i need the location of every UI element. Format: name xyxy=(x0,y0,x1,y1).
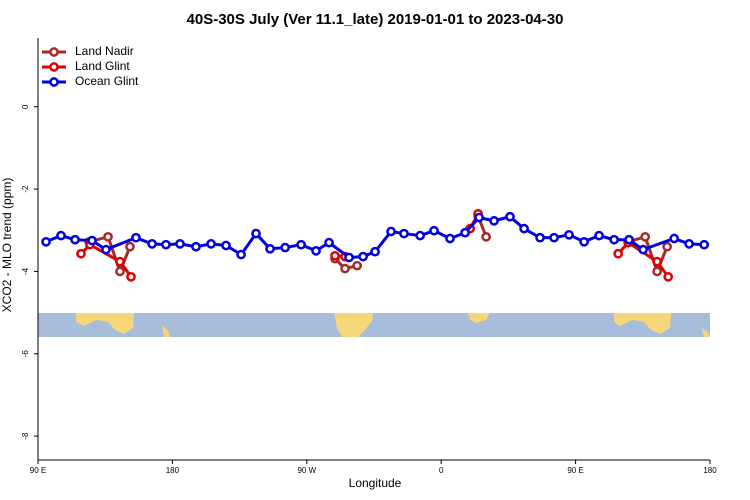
point xyxy=(87,235,97,246)
point xyxy=(236,249,246,260)
point xyxy=(126,271,136,282)
point xyxy=(549,232,559,243)
point xyxy=(519,223,529,234)
point xyxy=(684,239,694,249)
point xyxy=(115,256,125,267)
point xyxy=(662,241,672,252)
point xyxy=(564,229,574,240)
legend-label: Land Glint xyxy=(75,59,130,73)
point xyxy=(505,211,515,222)
point xyxy=(579,236,589,247)
point xyxy=(344,252,354,263)
point xyxy=(206,239,216,249)
point xyxy=(699,239,710,250)
point xyxy=(652,256,662,267)
legend-label: Land Nadir xyxy=(75,44,134,58)
point xyxy=(474,212,484,223)
y-tick-label: -2 xyxy=(21,185,30,193)
x-tick-label: 90 E xyxy=(567,466,583,475)
point xyxy=(445,233,455,244)
legend-marker xyxy=(49,47,59,57)
point xyxy=(613,248,624,259)
legend-marker xyxy=(49,62,59,72)
x-tick-label: 0 xyxy=(439,466,444,475)
point xyxy=(535,232,545,243)
point xyxy=(161,239,171,250)
x-tick-label: 180 xyxy=(166,466,180,475)
point xyxy=(460,227,470,238)
point xyxy=(489,215,499,226)
y-axis-label: XCO2 - MLO trend (ppm) xyxy=(0,178,14,313)
point xyxy=(147,239,157,249)
y-tick-label: -6 xyxy=(21,350,30,358)
point xyxy=(594,230,604,241)
point xyxy=(125,241,135,252)
point xyxy=(175,239,185,249)
point xyxy=(221,240,231,251)
point xyxy=(609,234,619,245)
point xyxy=(415,230,425,241)
series-line xyxy=(627,235,669,276)
x-axis-label: Longitude xyxy=(349,476,402,490)
point xyxy=(131,232,141,243)
legend-marker xyxy=(49,77,59,87)
point xyxy=(340,263,350,274)
point xyxy=(638,244,648,255)
point xyxy=(481,232,491,242)
y-tick-label: -8 xyxy=(21,432,30,440)
point xyxy=(251,228,261,239)
point xyxy=(386,226,396,237)
point xyxy=(324,237,334,248)
point xyxy=(191,241,201,252)
x-tick-label: 180 xyxy=(703,466,717,475)
point xyxy=(652,266,662,277)
map-strip xyxy=(38,313,710,337)
point xyxy=(280,242,290,253)
point xyxy=(115,266,125,277)
series-line xyxy=(88,235,132,276)
chart-title: 40S-30S July (Ver 11.1_late) 2019-01-01 … xyxy=(187,11,564,28)
x-tick-label: 90 W xyxy=(297,466,316,475)
legend-label: Ocean Glint xyxy=(75,74,139,88)
point xyxy=(330,250,340,261)
point xyxy=(76,248,86,259)
point xyxy=(265,243,275,254)
y-tick-label: 0 xyxy=(21,104,30,109)
point xyxy=(101,244,111,255)
y-tick-label: -4 xyxy=(21,267,30,275)
point xyxy=(640,232,651,242)
point xyxy=(370,246,380,257)
point xyxy=(103,232,113,242)
point xyxy=(296,239,306,250)
point xyxy=(663,271,674,282)
point xyxy=(669,233,680,244)
point xyxy=(70,234,80,245)
point xyxy=(41,236,51,247)
point xyxy=(56,230,66,241)
x-tick-label: 90 E xyxy=(30,466,46,475)
point xyxy=(311,246,321,256)
point xyxy=(429,225,439,236)
point xyxy=(399,228,409,239)
point xyxy=(358,251,368,262)
point xyxy=(352,260,362,271)
point xyxy=(624,234,634,245)
